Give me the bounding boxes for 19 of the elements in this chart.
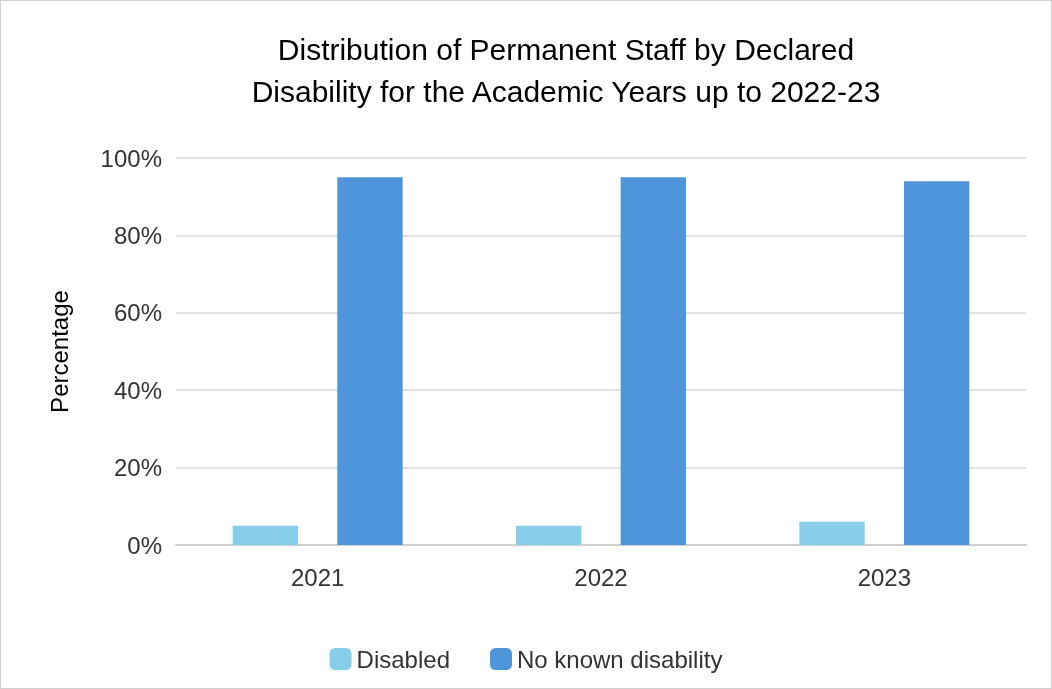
bar: [232, 525, 299, 545]
bar: [337, 177, 403, 545]
y-tick-label: 80%: [113, 221, 162, 249]
bar: [620, 177, 686, 545]
bar: [799, 521, 865, 545]
y-tick-label: 20%: [113, 454, 162, 482]
legend-label: No known disability: [516, 645, 723, 673]
y-tick-label: 0%: [127, 531, 162, 559]
x-tick-label: 2022: [574, 563, 628, 591]
y-axis-title: Percentage: [45, 290, 73, 413]
y-tick-label: 100%: [100, 144, 162, 172]
legend-label: Disabled: [356, 645, 450, 673]
y-tick-label: 40%: [113, 376, 162, 404]
bar: [903, 181, 970, 545]
x-tick-label: 2021: [290, 563, 345, 591]
chart-title: Distribution of Permanent Staff by Declared Disability for the Academic Years up to 2022-23: [251, 32, 881, 108]
bar: [516, 525, 582, 545]
y-tick-label: 60%: [113, 299, 162, 327]
x-tick-label: 2023: [857, 563, 912, 591]
